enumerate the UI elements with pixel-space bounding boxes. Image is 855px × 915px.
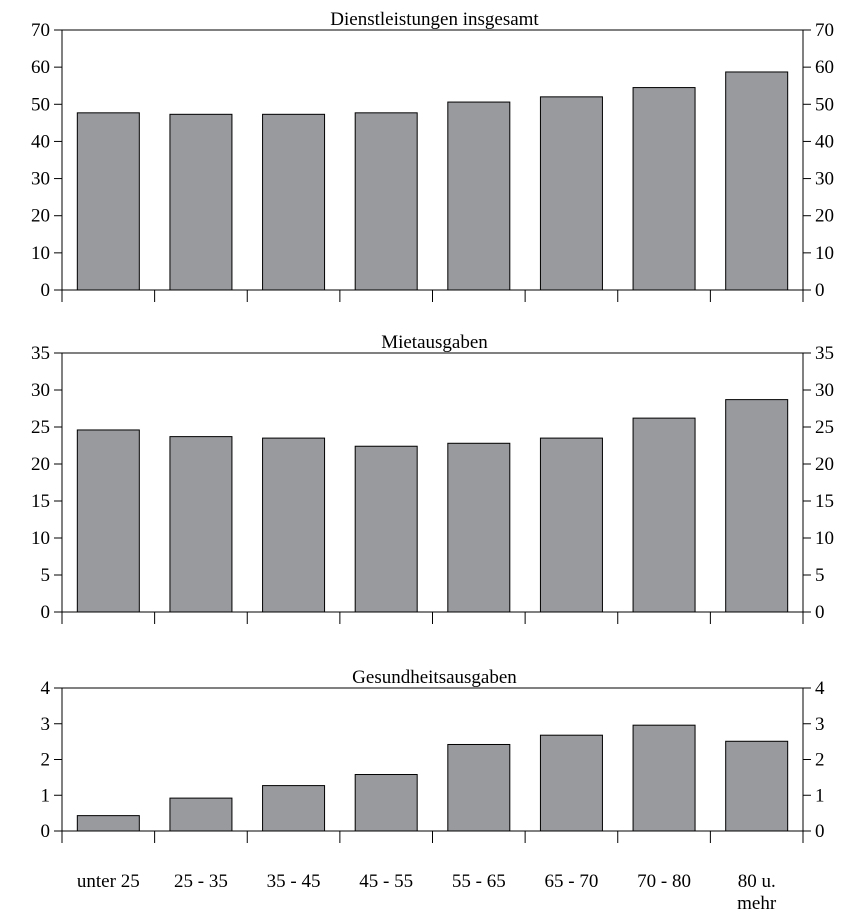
y-tick-label-right: 20	[815, 454, 834, 475]
y-tick-label-right: 35	[815, 343, 834, 364]
y-tick-label-right: 70	[815, 20, 834, 41]
x-axis-labels: unter 25 25 - 35 35 - 45 45 - 55 55 - 65 65 -…	[77, 871, 777, 914]
y-tick-label-left: 10	[31, 243, 50, 264]
chart-title: Gesundheitsausgaben	[352, 667, 517, 688]
panel-dienstleistungen: Dienstleistungen insgesamt 0 0 10 10 20 20 30 3…	[31, 9, 834, 302]
chart-title: Dienstleistungen insgesamt	[330, 9, 539, 30]
bar	[262, 785, 326, 832]
bar	[632, 417, 696, 613]
y-tick-label-right: 0	[815, 280, 825, 301]
y-tick-label-right: 0	[815, 821, 825, 842]
y-tick-label-right: 4	[815, 678, 825, 699]
bar	[447, 743, 511, 832]
category-label: 45 - 55	[359, 871, 413, 892]
bar	[725, 71, 789, 291]
y-tick-label-left: 20	[31, 206, 50, 227]
y-tick-label-left: 30	[31, 380, 50, 401]
bar	[262, 437, 326, 613]
bar	[354, 774, 418, 832]
category-label: 35 - 45	[267, 871, 321, 892]
bar	[539, 734, 603, 832]
bar	[169, 113, 233, 291]
category-label: 70 - 80	[637, 871, 691, 892]
bar	[76, 112, 140, 291]
y-tick-label-right: 5	[815, 565, 825, 586]
y-tick-label-left: 60	[31, 57, 50, 78]
bar	[447, 101, 511, 291]
bar	[354, 445, 418, 613]
bar	[262, 113, 326, 291]
y-tick-label-right: 30	[815, 380, 834, 401]
y-tick-label-left: 5	[41, 565, 51, 586]
category-label: 65 - 70	[545, 871, 599, 892]
y-tick-label-left: 35	[31, 343, 50, 364]
panel-gesundheitsausgaben: Gesundheitsausgaben 0 0 1 1 2 2 3 3 4 4	[41, 667, 825, 843]
y-tick-label-left: 0	[41, 602, 51, 623]
y-tick-label-right: 15	[815, 491, 834, 512]
bar	[76, 815, 140, 832]
y-tick-label-right: 50	[815, 94, 834, 115]
category-label: 80 u. mehr	[737, 871, 777, 914]
bar	[539, 96, 603, 291]
y-tick-label-left: 50	[31, 94, 50, 115]
y-tick-label-right: 60	[815, 57, 834, 78]
y-tick-label-left: 1	[41, 785, 51, 806]
bar	[725, 399, 789, 613]
y-tick-label-right: 20	[815, 206, 834, 227]
bar	[354, 112, 418, 291]
category-label: 25 - 35	[174, 871, 228, 892]
y-tick-label-right: 10	[815, 243, 834, 264]
category-label: 55 - 65	[452, 871, 506, 892]
bar	[447, 442, 511, 613]
y-tick-label-left: 0	[41, 821, 51, 842]
y-tick-label-right: 10	[815, 528, 834, 549]
y-tick-label-right: 30	[815, 169, 834, 190]
bar	[725, 740, 789, 832]
category-label: unter 25	[77, 871, 140, 892]
chart-title: Mietausgaben	[381, 332, 488, 353]
y-tick-label-right: 3	[815, 714, 825, 735]
y-tick-label-right: 0	[815, 602, 825, 623]
bar	[632, 724, 696, 832]
panel-mietausgaben: Mietausgaben 0 0 5 5 10 10 15 15 20 20 25 25 30 30 35 3…	[31, 332, 834, 624]
y-tick-label-left: 0	[41, 280, 51, 301]
y-tick-label-left: 30	[31, 169, 50, 190]
y-tick-label-right: 25	[815, 417, 834, 438]
bar	[632, 87, 696, 291]
y-tick-label-left: 70	[31, 20, 50, 41]
y-tick-label-left: 3	[41, 714, 51, 735]
bar	[539, 437, 603, 613]
y-tick-label-left: 25	[31, 417, 50, 438]
y-tick-label-right: 1	[815, 785, 825, 806]
y-tick-label-right: 40	[815, 131, 834, 152]
y-tick-label-right: 2	[815, 750, 825, 771]
bar	[169, 797, 233, 832]
y-tick-label-left: 40	[31, 131, 50, 152]
y-tick-label-left: 10	[31, 528, 50, 549]
bar	[169, 436, 233, 613]
bar	[76, 429, 140, 613]
y-tick-label-left: 4	[41, 678, 51, 699]
y-tick-label-left: 2	[41, 750, 51, 771]
y-tick-label-left: 15	[31, 491, 50, 512]
y-tick-label-left: 20	[31, 454, 50, 475]
